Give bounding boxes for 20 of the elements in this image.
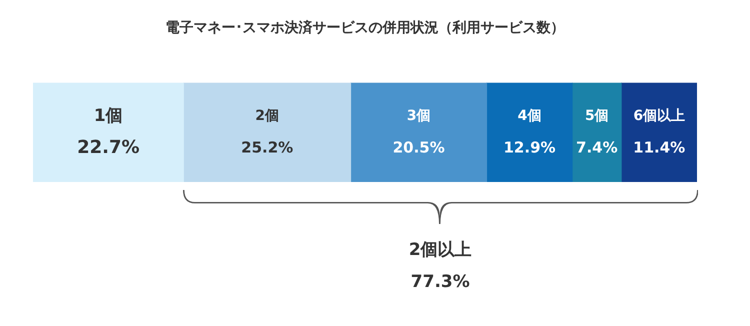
bar <box>572 82 622 182</box>
series-label: 6個以上 <box>633 108 686 124</box>
bar <box>350 82 488 182</box>
series-label: 5個 <box>584 108 609 124</box>
data-label: 25.2% <box>241 138 294 156</box>
bar <box>33 82 184 182</box>
bar <box>183 82 352 182</box>
series-label: 2個 <box>255 108 280 124</box>
data-label: 22.7% <box>77 137 140 158</box>
data-label: 20.5% <box>392 138 445 156</box>
bar <box>486 82 573 182</box>
bar <box>621 82 697 182</box>
series-label: 4個 <box>518 108 542 124</box>
data-label: 7.4% <box>576 138 618 156</box>
series-label: 3個 <box>406 108 431 124</box>
chart-title: 電子マネー･スマホ決済サービスの併用状況（利用サービス数） <box>166 19 564 36</box>
text: 2個以上 77.3% <box>408 239 473 294</box>
series-label: 1個 <box>94 106 123 126</box>
data-label: 12.9% <box>503 138 556 156</box>
data-label: 11.4% <box>633 138 686 156</box>
